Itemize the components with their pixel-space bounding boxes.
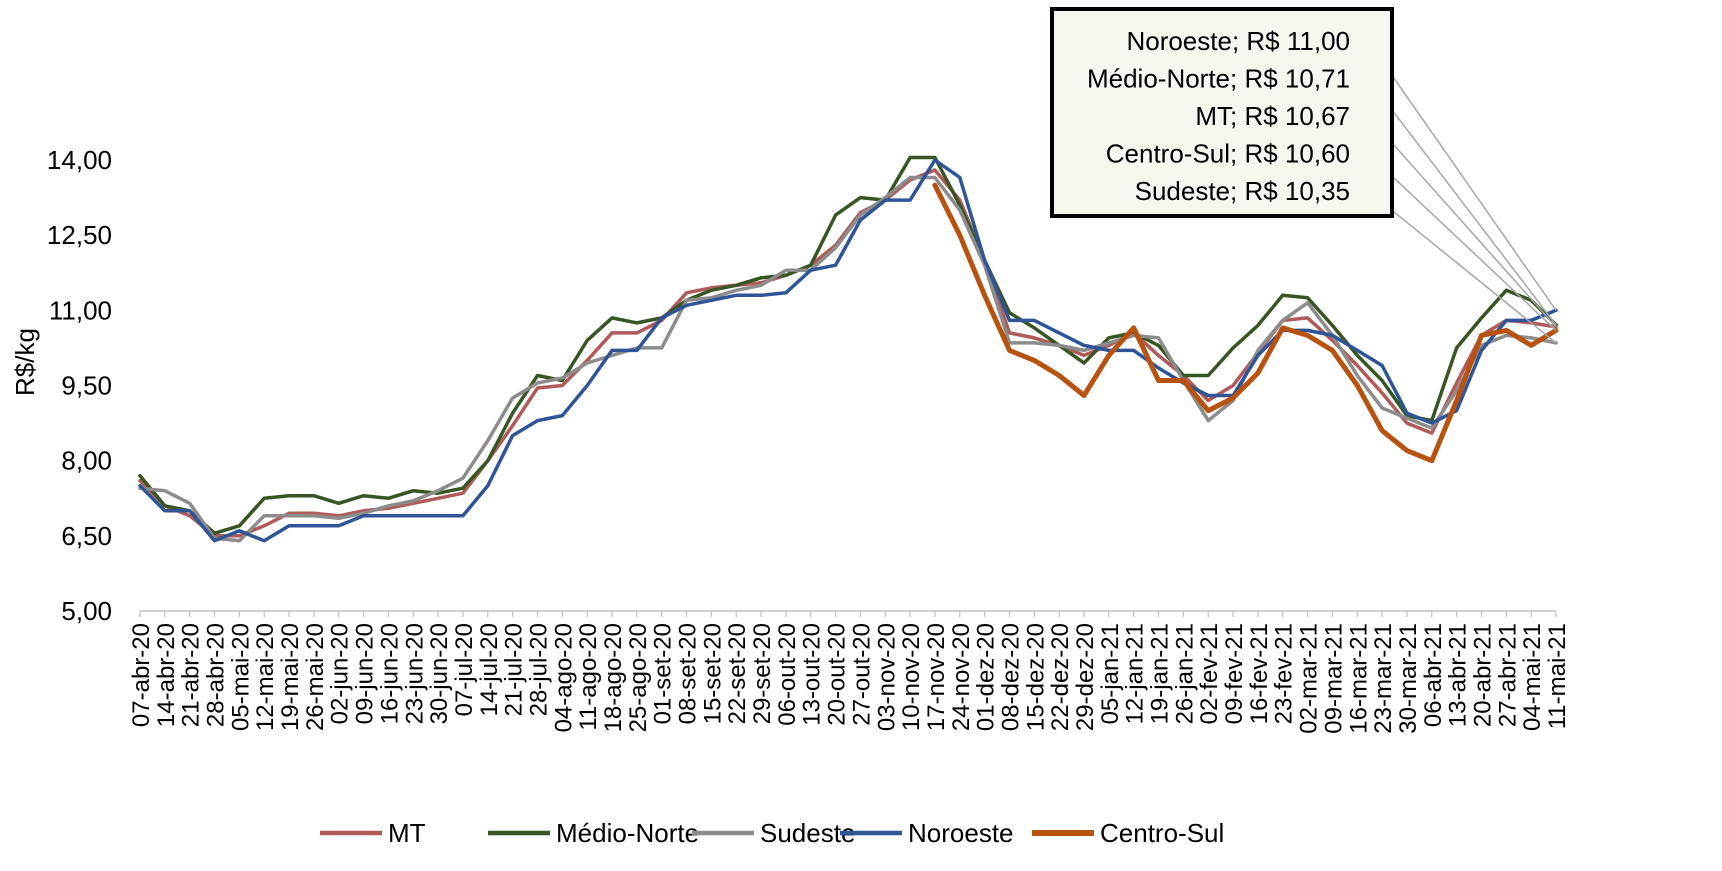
x-tick-label: 15-dez-20 (1022, 623, 1049, 731)
annotation-label: Sudeste; R$ 10,35 (1135, 176, 1350, 206)
x-tick-label: 29-set-20 (749, 623, 776, 724)
x-tick-label: 23-mar-21 (1370, 623, 1397, 734)
x-tick-label: 24-nov-20 (948, 623, 975, 731)
x-tick-label: 22-set-20 (724, 623, 751, 724)
series-line-sudeste (138, 175, 1558, 543)
x-tick-label: 28-jul-20 (525, 623, 552, 716)
legend-label: Centro-Sul (1100, 818, 1224, 848)
series-line-m-dio-norte (138, 155, 1558, 536)
x-tick-label: 28-abr-20 (203, 623, 230, 727)
x-tick-label: 30-jun-20 (426, 623, 453, 724)
x-tick-label: 21-jul-20 (501, 623, 528, 716)
x-tick-label: 19-mai-20 (277, 623, 304, 731)
x-tick-label: 05-jan-21 (1097, 623, 1124, 724)
x-tick-label: 13-abr-21 (1445, 623, 1472, 727)
x-tick-label: 07-jul-20 (451, 623, 478, 716)
x-tick-label: 20-abr-21 (1469, 623, 1496, 727)
legend-label: Sudeste (760, 818, 855, 848)
legend-label: Noroeste (908, 818, 1014, 848)
annotation-label: Médio-Norte; R$ 10,71 (1087, 64, 1350, 94)
x-tick-label: 03-nov-20 (873, 623, 900, 731)
x-tick-label: 07-abr-20 (128, 623, 155, 727)
x-tick-label: 30-mar-21 (1395, 623, 1422, 734)
x-tick-label: 08-dez-20 (997, 623, 1024, 731)
x-axis: 07-abr-2014-abr-2021-abr-2028-abr-2005-m… (128, 610, 1571, 734)
x-tick-label: 26-mai-20 (302, 623, 329, 731)
x-tick-label: 09-fev-21 (1221, 623, 1248, 724)
y-tick-label: 5,00 (61, 596, 112, 626)
x-tick-label: 14-abr-20 (153, 623, 180, 727)
x-tick-label: 16-mar-21 (1345, 623, 1372, 734)
x-tick-label: 23-jun-20 (401, 623, 428, 724)
x-tick-label: 17-nov-20 (923, 623, 950, 731)
y-axis-label: R$/kg (10, 328, 40, 396)
x-tick-label: 14-jul-20 (476, 623, 503, 716)
annotation-label: MT; R$ 10,67 (1195, 101, 1350, 131)
x-tick-label: 09-mar-21 (1320, 623, 1347, 734)
x-tick-label: 04-ago-20 (550, 623, 577, 732)
y-tick-label: 8,00 (61, 446, 112, 476)
x-tick-label: 21-abr-20 (178, 623, 205, 727)
x-tick-label: 01-set-20 (650, 623, 677, 724)
legend-label: MT (388, 818, 426, 848)
x-tick-label: 12-jan-21 (1122, 623, 1149, 724)
x-tick-label: 06-abr-21 (1420, 623, 1447, 727)
y-tick-label: 9,50 (61, 371, 112, 401)
x-tick-label: 15-set-20 (699, 623, 726, 724)
x-tick-label: 02-fev-21 (1196, 623, 1223, 724)
x-tick-label: 12-mai-20 (252, 623, 279, 731)
y-tick-label: 14,00 (47, 145, 112, 175)
x-tick-label: 11-ago-20 (575, 623, 602, 731)
x-tick-label: 01-dez-20 (973, 623, 1000, 731)
x-tick-label: 09-jun-20 (352, 623, 379, 724)
x-tick-label: 20-out-20 (824, 623, 851, 726)
x-tick-label: 05-mai-20 (227, 623, 254, 731)
x-tick-label: 23-fev-21 (1271, 623, 1298, 724)
annotation-box: Noroeste; R$ 11,00 Médio-Norte; R$ 10,71 M… (1050, 7, 1394, 218)
x-tick-label: 06-out-20 (774, 623, 801, 726)
x-tick-label: 19-jan-21 (1147, 623, 1174, 724)
x-tick-label: 13-out-20 (799, 623, 826, 726)
series-line-noroeste (138, 158, 1558, 543)
x-tick-label: 26-jan-21 (1171, 623, 1198, 724)
x-tick-label: 16-jun-20 (376, 623, 403, 724)
x-tick-label: 18-ago-20 (600, 623, 627, 732)
x-tick-label: 27-out-20 (848, 623, 875, 726)
y-tick-label: 11,00 (49, 295, 112, 325)
annotation-label: Centro-Sul; R$ 10,60 (1106, 139, 1350, 169)
annotation-label: Noroeste; R$ 11,00 (1126, 26, 1350, 56)
x-tick-label: 04-mai-21 (1519, 623, 1546, 731)
x-tick-label: 10-nov-20 (898, 623, 925, 731)
x-tick-label: 27-abr-21 (1494, 623, 1521, 727)
series-line-centro-sul (932, 182, 1559, 464)
x-tick-label: 11-mai-21 (1544, 623, 1571, 729)
annotation-box-frame (1050, 7, 1394, 218)
legend-label: Médio-Norte (556, 818, 699, 848)
x-tick-label: 02-mar-21 (1296, 623, 1323, 734)
x-tick-label: 22-dez-20 (1047, 623, 1074, 731)
x-tick-label: 02-jun-20 (327, 623, 354, 724)
x-tick-label: 25-ago-20 (625, 623, 652, 732)
x-tick-label: 29-dez-20 (1072, 623, 1099, 731)
series-layer (138, 155, 1559, 543)
x-tick-label: 16-fev-21 (1246, 623, 1273, 724)
y-tick-label: 12,50 (47, 220, 112, 250)
legend: MT Médio-Norte Sudeste Noroeste Centro-Sul (320, 818, 1224, 848)
y-axis: 5,00 6,50 8,00 9,50 11,00 12,50 14,00 (47, 145, 112, 626)
x-tick-label: 08-set-20 (675, 623, 702, 724)
y-tick-label: 6,50 (61, 521, 112, 551)
